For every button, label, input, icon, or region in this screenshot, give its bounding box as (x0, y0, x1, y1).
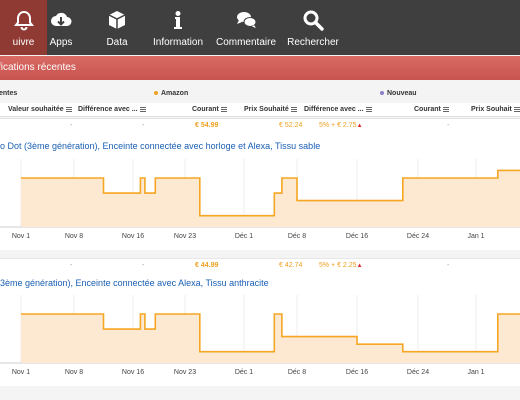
x-tick-label: Nov 16 (122, 369, 144, 376)
banner-title: fications récentes (0, 62, 76, 73)
col-label: Prix Souhaité (244, 106, 289, 113)
x-tick-label: Déc 8 (288, 233, 306, 240)
top-navigation: uivre Apps Data Information Commentaire (0, 0, 520, 55)
x-tick-label: Nov 8 (65, 233, 83, 240)
x-tick-label: Jan 1 (467, 233, 484, 240)
price-difference-text: 5% + € 2.75 (319, 122, 357, 129)
group-label-left: entes (0, 90, 18, 97)
col-label: Courant (192, 106, 219, 113)
group-nouveau: Nouveau (380, 90, 417, 97)
col-label: Différence avec ... (304, 106, 364, 113)
menu-icon (365, 106, 372, 112)
x-tick-label: Déc 1 (235, 233, 253, 240)
menu-icon (220, 106, 227, 112)
nav-suivre[interactable]: uivre (0, 0, 47, 55)
col-courant[interactable]: Courant (192, 106, 227, 113)
product-title[interactable]: o Dot (3ème génération), Enceinte connec… (0, 141, 321, 151)
nav-rechercher[interactable]: Rechercher (284, 0, 342, 55)
group-header-row: entes Amazon Nouveau (0, 86, 520, 102)
x-tick-label: Déc 16 (346, 233, 368, 240)
menu-icon (513, 106, 520, 112)
x-tick-label: Déc 24 (407, 233, 429, 240)
nav-apps[interactable]: Apps (44, 0, 78, 55)
bell-icon (13, 10, 34, 31)
info-icon (174, 11, 182, 29)
nav-label: uivre (12, 37, 35, 48)
x-tick-label: Nov 1 (12, 233, 30, 240)
x-tick-label: Déc 8 (288, 369, 306, 376)
col-courant-2[interactable]: Courant (414, 106, 449, 113)
group-amazon: Amazon (154, 90, 188, 97)
x-tick-label: Déc 24 (407, 369, 429, 376)
x-tick-label: Nov 8 (65, 369, 83, 376)
notifications-banner: fications récentes (0, 56, 520, 80)
price-history-chart: Nov 1 Nov 8 Nov 16 Nov 23 Déc 1 Déc 8 Déc 16 Dé… (0, 295, 520, 376)
value-dash: - (70, 262, 73, 269)
value-dash: - (447, 122, 450, 129)
price-area (21, 314, 520, 363)
current-price: € 54.99 (195, 122, 219, 129)
desired-price: € 52.24 (279, 122, 303, 129)
menu-icon (290, 106, 297, 112)
col-prix-souhaite[interactable]: Prix Souhaité (244, 106, 297, 113)
value-dash: - (70, 122, 73, 129)
nav-label: Data (106, 37, 128, 48)
price-difference-text: 5% + € 2.25 (319, 262, 357, 269)
cloud-download-icon (51, 12, 72, 26)
product-card: - - € 44.99 € 42.74 5% + € 2.25▲ - 3ème … (0, 258, 520, 386)
nav-commentaire[interactable]: Commentaire (212, 0, 280, 55)
menu-icon (442, 106, 449, 112)
amazon-dot-icon (154, 91, 158, 96)
col-prix-souhaite-2[interactable]: Prix Souhait (471, 106, 520, 113)
nav-label: Rechercher (287, 37, 339, 48)
group-amazon-label: Amazon (161, 90, 189, 97)
col-label: Valeur souhaitée (8, 106, 64, 113)
nav-label: Information (152, 37, 204, 48)
group-nouveau-label: Nouveau (387, 90, 417, 97)
up-arrow-icon: ▲ (356, 263, 363, 269)
product-title[interactable]: 3ème génération), Enceinte connectée ave… (0, 278, 269, 288)
price-values-row: - - € 44.99 € 42.74 5% + € 2.25▲ - (0, 259, 520, 272)
col-difference-2[interactable]: Différence avec ... (304, 106, 372, 113)
price-line (21, 313, 520, 353)
box-icon (108, 11, 126, 29)
price-history-chart: Nov 1 Nov 8 Nov 16 Nov 23 Déc 1 Déc 8 Déc 16 Dé… (0, 159, 520, 240)
up-arrow-icon: ▲ (356, 123, 363, 129)
menu-icon (139, 106, 146, 112)
col-label: Prix Souhait (471, 106, 512, 113)
col-label: Différence avec ... (78, 106, 138, 113)
x-tick-label: Nov 23 (174, 233, 196, 240)
value-dash: - (142, 262, 145, 269)
price-difference: 5% + € 2.75▲ (319, 122, 363, 129)
comments-icon (237, 12, 257, 28)
price-values-row: - - € 54.99 € 52.24 5% + € 2.75▲ - (0, 119, 520, 132)
x-tick-label: Nov 16 (122, 233, 144, 240)
column-header-row: Valeur souhaitée Différence avec ... Cou… (0, 103, 520, 117)
nav-label: Apps (49, 37, 73, 48)
value-dash: - (447, 262, 450, 269)
x-tick-label: Nov 1 (12, 369, 30, 376)
nav-information[interactable]: Information (147, 0, 209, 55)
x-tick-label: Déc 1 (235, 369, 253, 376)
nav-label: Commentaire (215, 37, 277, 48)
price-line (21, 169, 520, 217)
x-tick-label: Nov 23 (174, 369, 196, 376)
price-difference: 5% + € 2.25▲ (319, 262, 363, 269)
nouveau-dot-icon (380, 91, 384, 96)
nav-data[interactable]: Data (100, 0, 134, 55)
product-card: - - € 54.99 € 52.24 5% + € 2.75▲ - o Dot… (0, 118, 520, 250)
price-area (21, 170, 520, 227)
col-label: Courant (414, 106, 441, 113)
x-tick-label: Jan 1 (467, 369, 484, 376)
desired-price: € 42.74 (279, 262, 303, 269)
current-price: € 44.99 (195, 262, 219, 269)
menu-icon (65, 106, 72, 112)
value-dash: - (142, 122, 145, 129)
x-tick-label: Déc 16 (346, 369, 368, 376)
search-icon (303, 10, 324, 31)
col-valeur-souhaitee[interactable]: Valeur souhaitée (8, 106, 72, 113)
col-difference[interactable]: Différence avec ... (78, 106, 146, 113)
